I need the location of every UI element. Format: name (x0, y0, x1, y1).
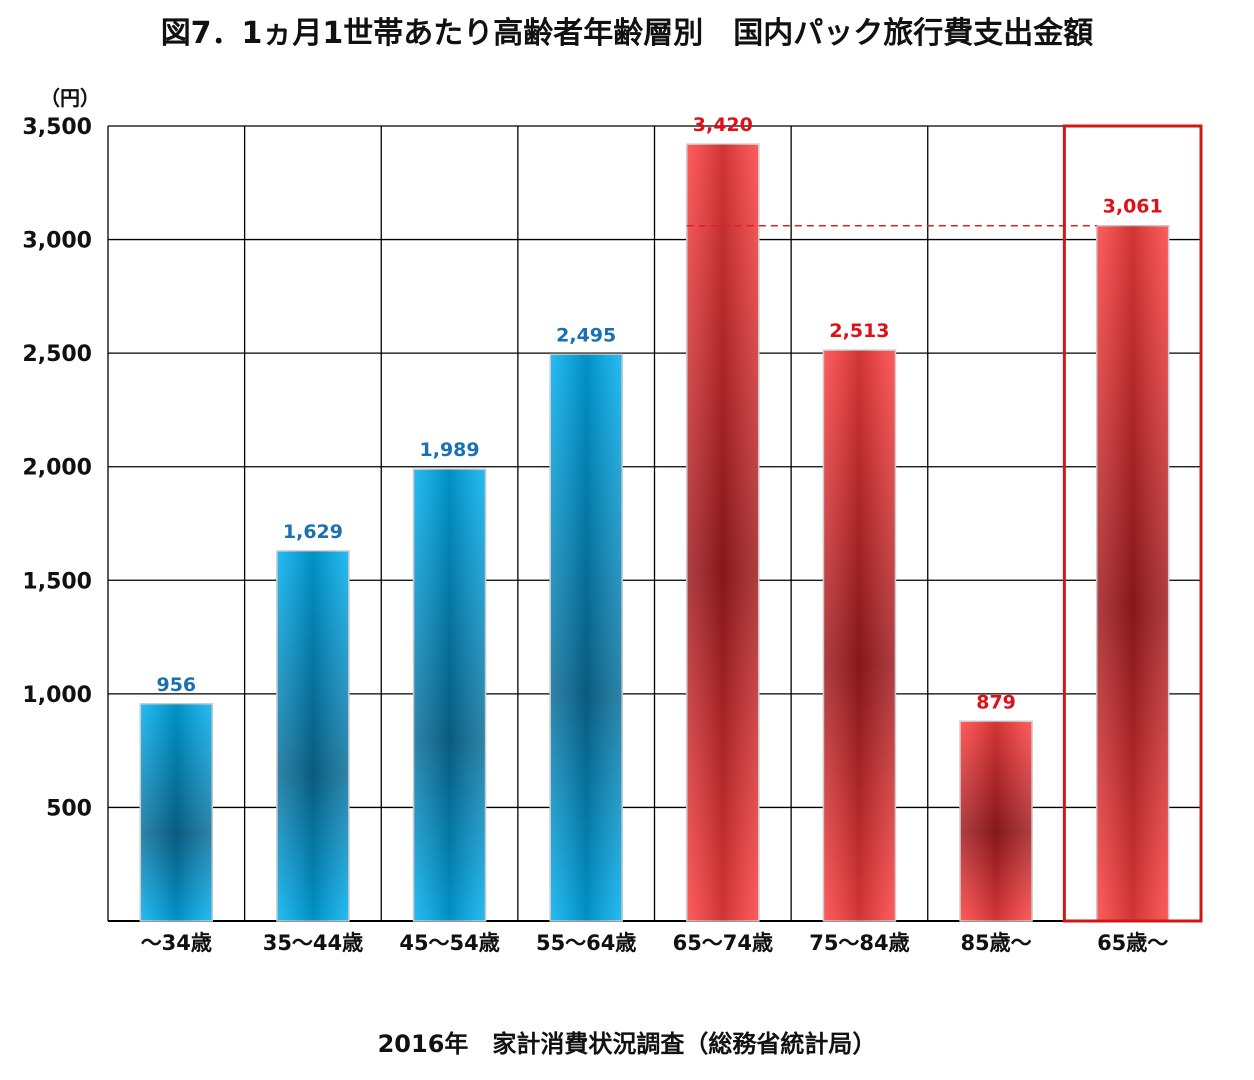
bar-shading (1096, 225, 1169, 922)
y-axis-unit-label: （円） (40, 86, 100, 110)
y-tick-label: 3,000 (22, 229, 92, 254)
value-label: 2,495 (556, 324, 616, 346)
y-tick-label: 3,500 (22, 115, 92, 140)
bar-shading (960, 721, 1033, 921)
value-label: 1,629 (283, 521, 343, 543)
x-tick-label: ～34歳 (141, 931, 212, 955)
value-label: 956 (156, 674, 196, 696)
value-label: 2,513 (829, 320, 889, 342)
value-label: 879 (976, 691, 1016, 713)
bar-shading (823, 350, 896, 921)
value-label: 3,061 (1103, 196, 1163, 218)
chart-source: 2016年 家計消費状況調査（総務省統計局） (377, 1030, 877, 1058)
value-label: 1,989 (420, 439, 480, 461)
bar-shading (550, 354, 623, 921)
y-tick-label: 500 (46, 796, 92, 821)
x-tick-label: 75～84歳 (809, 931, 909, 955)
bar-shading (140, 703, 213, 921)
bars (139, 143, 1170, 922)
highlight-box (1062, 124, 1203, 923)
bar-shading (276, 550, 349, 921)
labels: 500 1,000 1,500 2,000 2,500 3,000 3,500 956 ～34歳… (22, 114, 1203, 955)
y-tick-label: 1,000 (22, 683, 92, 708)
y-tick-label: 2,500 (22, 342, 92, 367)
y-tick-label: 2,000 (22, 456, 92, 481)
x-tick-label: 55～64歳 (536, 931, 636, 955)
x-tick-label: 65歳～ (1097, 931, 1168, 955)
x-tick-label: 85歳～ (960, 931, 1031, 955)
bar-shading (413, 469, 486, 921)
chart-title: 図7．1ヵ月1世帯あたり高齢者年齢層別 国内パック旅行費支出金額 (160, 16, 1094, 51)
bar-shading (686, 144, 759, 921)
x-tick-label: 65～74歳 (673, 931, 773, 955)
x-tick-label: 35～44歳 (263, 931, 363, 955)
y-tick-label: 1,500 (22, 569, 92, 594)
x-tick-label: 45～54歳 (399, 931, 499, 955)
value-label: 3,420 (693, 114, 753, 136)
grid (107, 125, 1202, 922)
